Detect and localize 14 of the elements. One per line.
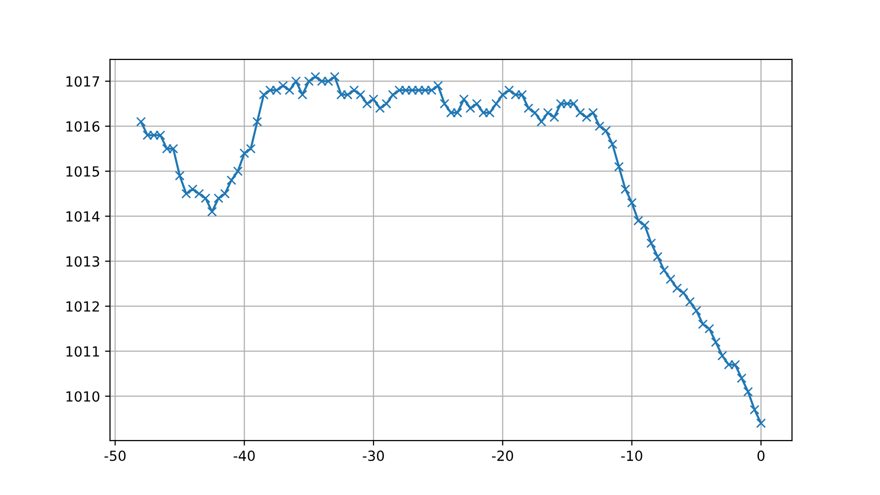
y-tick-label: 1013 (66, 256, 100, 267)
x-tick-label: -30 (362, 450, 384, 462)
x-tick-label: 0 (757, 450, 764, 462)
y-tick-label: 1011 (66, 346, 99, 357)
y-tick-label: 1014 (66, 211, 100, 222)
x-tick-label: -10 (621, 450, 642, 462)
x-tick-label: -40 (234, 450, 255, 462)
y-tick-label: 1012 (66, 301, 99, 312)
y-tick-label: 1016 (66, 121, 100, 132)
x-tick-label: -50 (104, 450, 126, 462)
y-tick-label: 1017 (66, 76, 100, 87)
x-tick-label: -20 (492, 450, 514, 462)
y-tick-label: 1010 (66, 391, 100, 402)
y-tick-label: 1015 (66, 166, 100, 177)
